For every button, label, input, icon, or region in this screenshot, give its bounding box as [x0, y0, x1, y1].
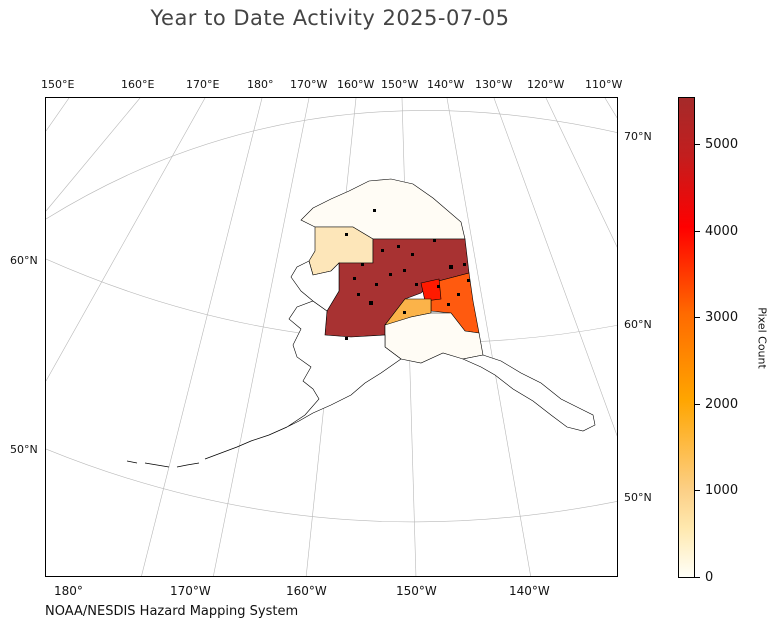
colorbar — [678, 97, 695, 578]
lon-label-top: 160°E — [121, 78, 155, 91]
lon-label-top: 150°W — [381, 78, 419, 91]
lon-label-top: 140°W — [427, 78, 465, 91]
map-panel[interactable] — [45, 97, 618, 577]
colorbar-tick — [695, 404, 700, 405]
zone-hotspot[interactable] — [420, 278, 442, 302]
colorbar-tick — [695, 577, 700, 578]
zone-west-coast[interactable] — [290, 260, 340, 312]
source-credit: NOAA/NESDIS Hazard Mapping System — [45, 604, 299, 619]
lon-label-top: 170°W — [290, 78, 328, 91]
lon-label-bottom: 180° — [54, 584, 83, 598]
lon-label-bottom: 160°W — [286, 584, 327, 598]
lon-label-top: 180° — [247, 78, 274, 91]
lon-label-bottom: 170°W — [170, 584, 211, 598]
colorbar-tick — [695, 317, 700, 318]
colorbar-label: 1000 — [705, 483, 739, 498]
lat-label-left: 60°N — [10, 254, 38, 267]
lon-label-top: 110°W — [585, 78, 623, 91]
colorbar-label: 3000 — [705, 310, 739, 325]
colorbar-label: 2000 — [705, 397, 739, 412]
zone-southwest[interactable] — [286, 300, 402, 428]
lat-label-right: 60°N — [624, 318, 652, 331]
colorbar-label: 4000 — [705, 224, 739, 239]
lat-label-right: 50°N — [624, 491, 652, 504]
aleutian-islands — [126, 426, 288, 468]
lon-label-top: 160°W — [337, 78, 375, 91]
lon-label-top: 150°E — [41, 78, 75, 91]
colorbar-tick — [695, 490, 700, 491]
lon-label-top: 170°E — [186, 78, 220, 91]
colorbar-label: 0 — [705, 570, 714, 585]
lat-label-left: 50°N — [10, 443, 38, 456]
fire-detections — [345, 209, 470, 340]
colorbar-title: Pixel Count — [755, 307, 769, 369]
zone-panhandle[interactable] — [462, 354, 596, 432]
lon-label-bottom: 150°W — [396, 584, 437, 598]
colorbar-tick — [695, 144, 700, 145]
lon-label-top: 130°W — [475, 78, 513, 91]
lat-label-right: 70°N — [624, 130, 652, 143]
colorbar-label: 5000 — [705, 137, 739, 152]
lon-label-bottom: 140°W — [509, 584, 550, 598]
lon-label-top: 120°W — [527, 78, 565, 91]
colorbar-tick — [695, 231, 700, 232]
alaska-map — [46, 98, 617, 576]
map-title: Year to Date Activity 2025-07-05 — [150, 6, 510, 30]
